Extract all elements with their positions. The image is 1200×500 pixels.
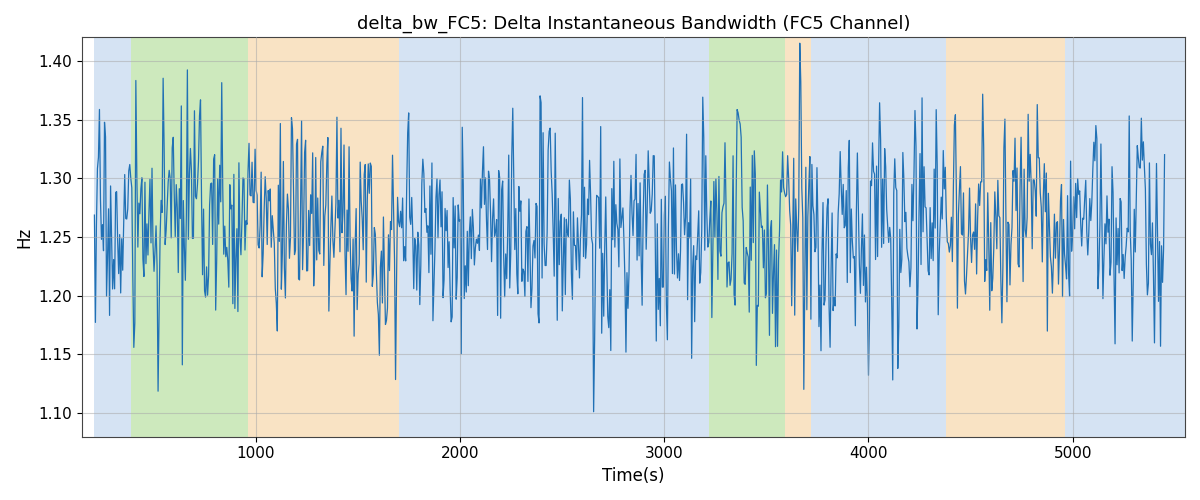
Bar	[131, 38, 247, 436]
Y-axis label: Hz: Hz	[14, 226, 32, 248]
Bar	[946, 38, 1064, 436]
Bar	[709, 38, 785, 436]
Bar	[247, 38, 398, 436]
Bar	[398, 38, 685, 436]
Title: delta_bw_FC5: Delta Instantaneous Bandwidth (FC5 Channel): delta_bw_FC5: Delta Instantaneous Bandwi…	[356, 15, 911, 34]
X-axis label: Time(s): Time(s)	[602, 467, 665, 485]
Bar	[95, 38, 131, 436]
Bar	[685, 38, 709, 436]
Bar	[1064, 38, 1186, 436]
Bar	[785, 38, 811, 436]
Bar	[811, 38, 946, 436]
